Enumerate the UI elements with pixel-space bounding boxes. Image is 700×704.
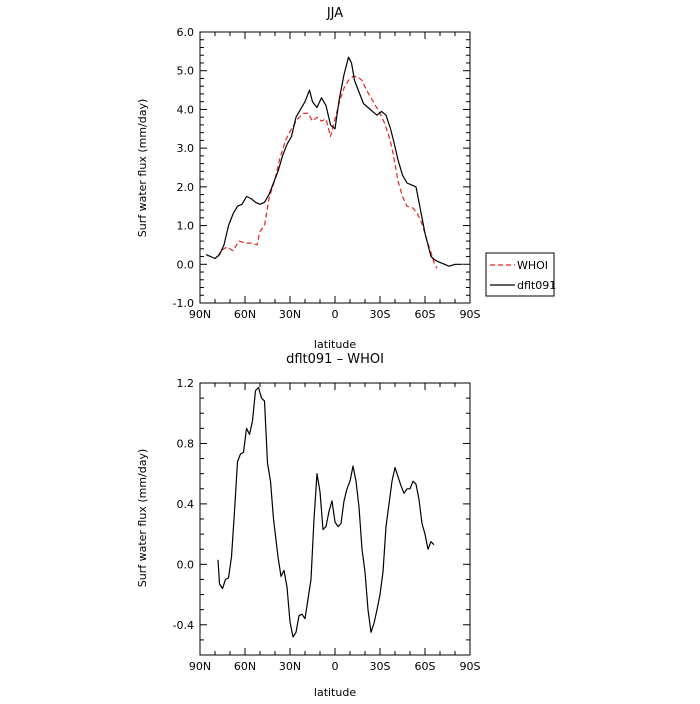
- series-line-whoi: [217, 75, 438, 269]
- panel-1-ticks: 90N 60N 30N 0 30S 60S 90S -1.0 0.0 1.0 2.0 3.0 4.0 5.…: [173, 26, 481, 321]
- x-tick-label: 0: [332, 660, 339, 673]
- panel-1: JJA 90N 60N 30N 0 30S 60S 90S -1.0 0.0 1.0 2.0 3.0 4…: [136, 6, 556, 351]
- x-tick-label: 30N: [279, 308, 301, 321]
- x-tick-label: 90S: [460, 308, 481, 321]
- panel-2-xlabel: latitude: [314, 686, 356, 699]
- panel-2-ylabel: Surf water flux (mm/day): [136, 449, 149, 588]
- y-tick-label: 0.0: [177, 258, 195, 271]
- panel-1-frame: [199, 31, 471, 304]
- y-tick-label: 0.4: [177, 498, 195, 511]
- y-tick-label: 2.0: [177, 181, 195, 194]
- y-tick-label: 0.0: [177, 558, 195, 571]
- legend-label-dflt091: dflt091: [517, 279, 556, 292]
- series-line-difference: [217, 386, 435, 638]
- panel-2-series: [217, 386, 435, 638]
- y-tick-label: 3.0: [177, 142, 195, 155]
- x-tick-label: 30N: [279, 660, 301, 673]
- panel-2-ticks: 90N 60N 30N 0 30S 60S 90S -0.4 0.0 0.4 0.8 1.2: [173, 377, 481, 673]
- x-tick-label: 0: [332, 308, 339, 321]
- y-tick-label: 5.0: [177, 65, 195, 78]
- panel-1-xlabel: latitude: [314, 338, 356, 351]
- panel-1-ylabel: Surf water flux (mm/day): [136, 99, 149, 238]
- x-tick-label: 90S: [460, 660, 481, 673]
- y-tick-label: 0.8: [177, 437, 195, 450]
- x-tick-label: 60N: [234, 660, 256, 673]
- x-tick-label: 30S: [370, 660, 391, 673]
- panel-2: dflt091 – WHOI 90N 60N 30N 0 30S 60S 90S -0.4 0.…: [136, 352, 481, 699]
- legend-label-whoi: WHOI: [517, 259, 548, 272]
- y-tick-label: 4.0: [177, 103, 195, 116]
- legend-box: [485, 252, 555, 297]
- series-line-dflt091: [205, 56, 463, 267]
- x-tick-label: 60S: [415, 308, 436, 321]
- x-tick-label: 90N: [189, 308, 211, 321]
- panel-1-title: JJA: [326, 6, 343, 21]
- panel-2-title: dflt091 – WHOI: [286, 352, 384, 367]
- y-tick-label: -1.0: [173, 297, 194, 310]
- panel-1-series: [205, 56, 463, 269]
- x-tick-label: 30S: [370, 308, 391, 321]
- y-tick-label: -0.4: [173, 619, 194, 632]
- y-tick-label: 6.0: [177, 26, 195, 39]
- x-tick-label: 60N: [234, 308, 256, 321]
- y-tick-label: 1.2: [177, 377, 195, 390]
- x-tick-label: 60S: [415, 660, 436, 673]
- panel-1-legend: WHOI dflt091: [485, 252, 556, 297]
- y-tick-label: 1.0: [177, 220, 195, 233]
- x-tick-label: 90N: [189, 660, 211, 673]
